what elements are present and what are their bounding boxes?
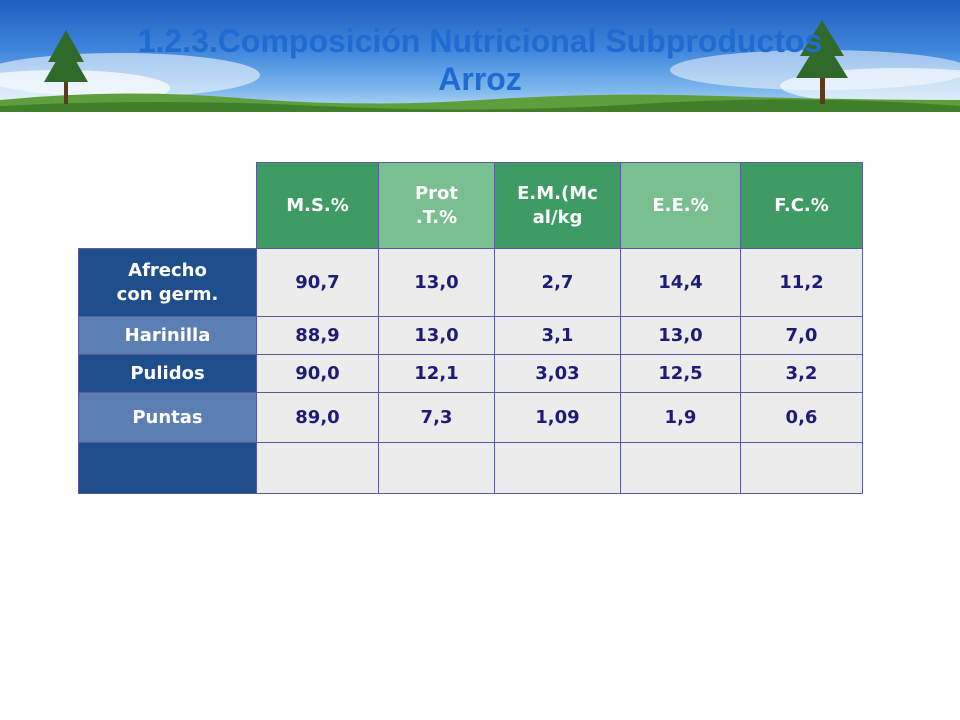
table-cell: 13,0 — [378, 316, 495, 355]
table-cell — [740, 442, 863, 494]
table-cell: 3,2 — [740, 354, 863, 393]
banner-landscape — [0, 20, 960, 112]
table-cell — [256, 442, 379, 494]
column-header: M.S.% — [256, 162, 379, 249]
table-cell: 12,5 — [620, 354, 741, 393]
nutrition-table: M.S.% Prot .T.% E.M.(Mc al/kg E.E.% F.C.… — [78, 162, 863, 494]
slide-title-line2: Arroz — [438, 61, 522, 97]
column-header: E.M.(Mc al/kg — [494, 162, 621, 249]
row-label: Pulidos — [78, 354, 257, 393]
table-cell: 11,2 — [740, 248, 863, 317]
table-cell — [378, 442, 495, 494]
table-cell — [494, 442, 621, 494]
slide-title: 1.2.3.Composición Nutricional Subproduct… — [0, 22, 960, 98]
table-cell: 7,0 — [740, 316, 863, 355]
column-header: Prot .T.% — [378, 162, 495, 249]
table-cell: 0,6 — [740, 392, 863, 443]
slide-title-line1: 1.2.3.Composición Nutricional Subproduct… — [137, 23, 823, 59]
table-row: Pulidos 90,0 12,1 3,03 12,5 3,2 — [78, 354, 863, 393]
row-label: Harinilla — [78, 316, 257, 355]
table-cell: 2,7 — [494, 248, 621, 317]
table-cell: 14,4 — [620, 248, 741, 317]
table-row — [78, 442, 863, 494]
row-label — [78, 442, 257, 494]
table-cell: 90,7 — [256, 248, 379, 317]
row-label: Puntas — [78, 392, 257, 443]
table-row: Puntas 89,0 7,3 1,09 1,9 0,6 — [78, 392, 863, 443]
table-cell: 3,03 — [494, 354, 621, 393]
table-cell: 12,1 — [378, 354, 495, 393]
table-cell: 13,0 — [378, 248, 495, 317]
column-header: E.E.% — [620, 162, 741, 249]
table-cell: 1,09 — [494, 392, 621, 443]
table-row: Afrecho con germ. 90,7 13,0 2,7 14,4 11,… — [78, 248, 863, 317]
table-cell: 1,9 — [620, 392, 741, 443]
table-cell: 89,0 — [256, 392, 379, 443]
sky-banner — [0, 0, 960, 112]
tree-left-icon — [44, 30, 88, 104]
table-cell: 3,1 — [494, 316, 621, 355]
table-header-row: M.S.% Prot .T.% E.M.(Mc al/kg E.E.% F.C.… — [78, 162, 863, 249]
row-label: Afrecho con germ. — [78, 248, 257, 317]
table-cell — [620, 442, 741, 494]
tree-right-icon — [796, 20, 848, 104]
table-cell: 13,0 — [620, 316, 741, 355]
table-cell: 7,3 — [378, 392, 495, 443]
column-header: F.C.% — [740, 162, 863, 249]
table-corner-cell — [78, 162, 257, 249]
table-cell: 90,0 — [256, 354, 379, 393]
table-cell: 88,9 — [256, 316, 379, 355]
table-row: Harinilla 88,9 13,0 3,1 13,0 7,0 — [78, 316, 863, 355]
